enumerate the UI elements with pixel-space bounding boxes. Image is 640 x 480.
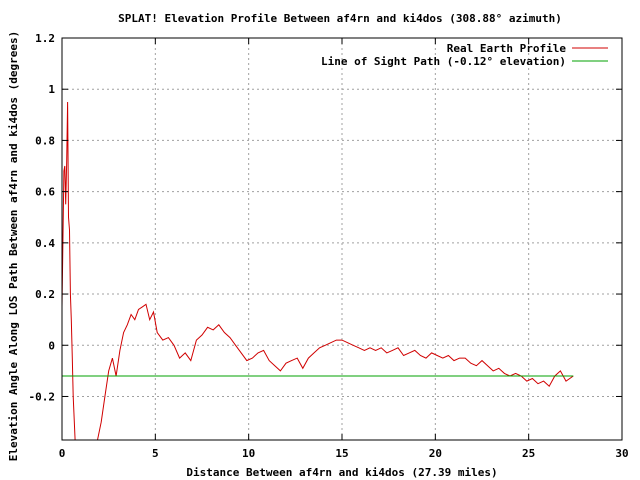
y-tick-label: 1.2 <box>35 32 55 45</box>
x-tick-label: 10 <box>242 447 255 460</box>
legend: Real Earth Profile Line of Sight Path (-… <box>321 42 608 68</box>
real-earth-profile-line <box>62 101 574 440</box>
series-lines <box>62 101 574 440</box>
y-tick-label: 1 <box>48 83 55 96</box>
x-tick-label: 30 <box>615 447 628 460</box>
y-tick-label: 0.4 <box>35 237 55 250</box>
x-tick-label: 20 <box>429 447 442 460</box>
grid <box>62 38 622 440</box>
chart-title: SPLAT! Elevation Profile Between af4rn a… <box>118 12 562 25</box>
y-tick-label: 0 <box>48 339 55 352</box>
x-tick-label: 0 <box>59 447 66 460</box>
legend-label-line-of-sight: Line of Sight Path (-0.12° elevation) <box>321 55 566 68</box>
y-tick-label: 0.6 <box>35 186 55 199</box>
y-tick-label: 0.2 <box>35 288 55 301</box>
legend-label-real-earth-profile: Real Earth Profile <box>447 42 567 55</box>
x-axis-label: Distance Between af4rn and ki4dos (27.39… <box>186 466 497 479</box>
axis-ticks: 0 5 10 15 20 25 30 -0.2 0 0.2 0.4 0.6 0.8 1 1.2 <box>29 32 629 460</box>
x-tick-label: 25 <box>522 447 535 460</box>
y-tick-label: -0.2 <box>29 390 56 403</box>
y-axis-label: Elevation Angle Along LOS Path Between a… <box>7 31 20 461</box>
x-tick-label: 5 <box>152 447 159 460</box>
y-tick-label: 0.8 <box>35 134 55 147</box>
x-tick-label: 15 <box>335 447 348 460</box>
